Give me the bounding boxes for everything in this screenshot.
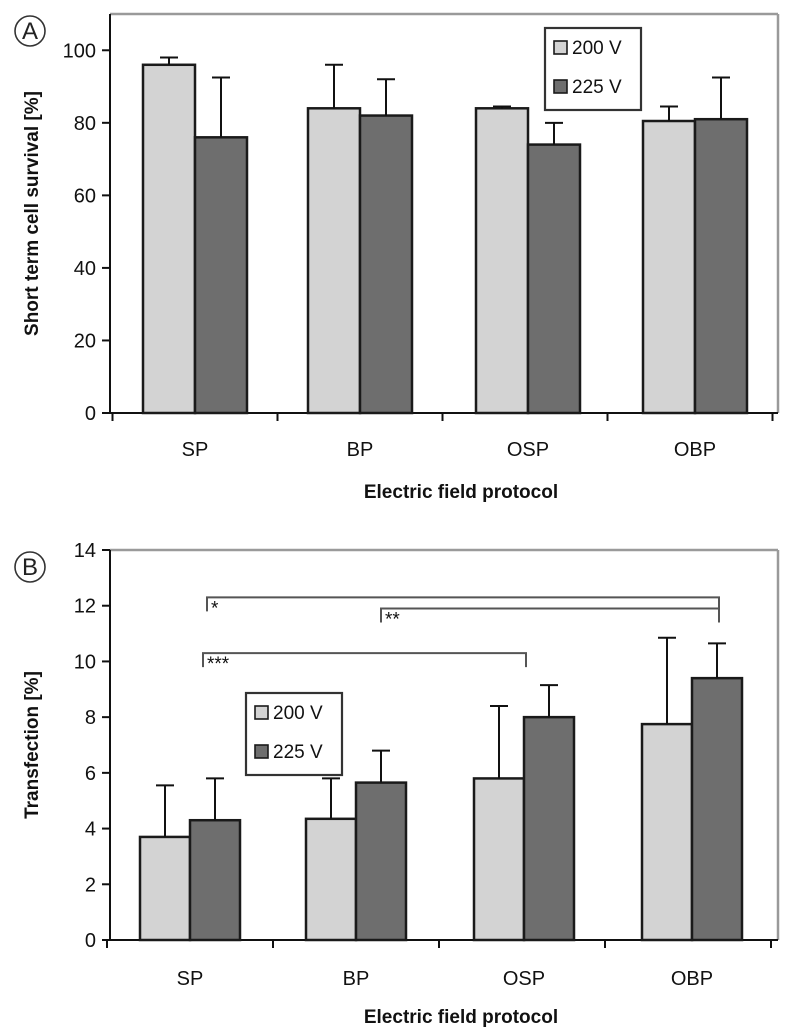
x-tick-label: BP	[343, 968, 370, 990]
bar-obp-200v	[640, 722, 694, 942]
significance-bracket-line	[380, 607, 720, 623]
significance-bracket-line	[206, 596, 720, 612]
y-tick-label: 100	[63, 40, 96, 62]
legend-swatch	[553, 79, 568, 94]
legend-swatch	[254, 744, 269, 759]
panel-label-badge	[14, 15, 46, 47]
x-tick-label: SP	[182, 439, 209, 461]
bar-osp-200v	[474, 107, 530, 415]
y-tick-label: 40	[74, 258, 96, 280]
y-tick-label: 8	[85, 707, 96, 729]
legend-label: 200 V	[572, 38, 622, 59]
y-tick-label: 0	[85, 403, 96, 425]
legend-box	[244, 691, 344, 777]
y-axis-title: Short term cell survival [%]	[22, 91, 43, 336]
bar-bp-225v	[358, 114, 414, 415]
significance-bracket: ***	[202, 652, 527, 675]
bar-obp-225v	[693, 117, 749, 415]
y-tick-label: 60	[74, 185, 96, 207]
y-tick-label: 20	[74, 330, 96, 352]
significance-bracket: **	[380, 607, 720, 631]
legend-label: 200 V	[273, 703, 323, 724]
significance-bracket: *	[206, 596, 720, 619]
legend-swatch	[254, 705, 269, 720]
x-tick-label: OSP	[503, 968, 545, 990]
bar-osp-200v	[472, 777, 526, 942]
legend-label: 225 V	[572, 77, 622, 98]
bar-sp-200v	[138, 835, 192, 942]
x-axis-title: Electric field protocol	[364, 482, 558, 503]
significance-label: *	[211, 598, 219, 619]
bar-obp-200v	[641, 119, 697, 415]
legend-box	[543, 26, 643, 112]
y-tick-label: 10	[74, 651, 96, 673]
x-tick-label: OBP	[674, 439, 716, 461]
chart-panel-b: B 0 2 4 6 8 10 12 14 SP BP OSP OBP Electric field pro…	[14, 540, 780, 1028]
panel-label: B	[22, 554, 38, 581]
x-tick-label: OSP	[507, 439, 549, 461]
bar-osp-225v	[526, 143, 582, 415]
panel-label-badge	[14, 551, 46, 583]
chart-panel-a: A 0 20 40 60 80 100 SP BP OSP OBP Electric field pr…	[14, 12, 780, 503]
bar-sp-225v	[188, 818, 242, 942]
legend-label: 225 V	[273, 742, 323, 763]
x-tick-label: OBP	[671, 968, 713, 990]
y-tick-label: 0	[85, 930, 96, 952]
panel-label: A	[22, 18, 38, 45]
legend: 200 V 225 V	[543, 26, 643, 112]
significance-label: ***	[207, 654, 230, 675]
bar-sp-200v	[141, 63, 197, 415]
legend-swatch	[553, 40, 568, 55]
x-tick-label: SP	[177, 968, 204, 990]
x-tick-label: BP	[347, 439, 374, 461]
y-tick-label: 2	[85, 874, 96, 896]
x-axis-title: Electric field protocol	[364, 1007, 558, 1028]
y-tick-label: 4	[85, 819, 96, 841]
legend: 200 V 225 V	[244, 691, 344, 777]
y-tick-label: 6	[85, 763, 96, 785]
y-tick-label: 14	[74, 540, 96, 562]
bar-bp-200v	[304, 817, 358, 942]
y-axis-title: Transfection [%]	[22, 671, 43, 819]
significance-bracket-line	[202, 652, 527, 668]
y-tick-label: 12	[74, 596, 96, 618]
bar-bp-225v	[354, 781, 408, 942]
bar-obp-225v	[690, 676, 744, 942]
bar-bp-200v	[306, 107, 362, 415]
y-tick-label: 80	[74, 113, 96, 135]
bar-osp-225v	[522, 715, 576, 942]
significance-label: **	[385, 610, 400, 631]
bar-sp-225v	[193, 136, 249, 415]
